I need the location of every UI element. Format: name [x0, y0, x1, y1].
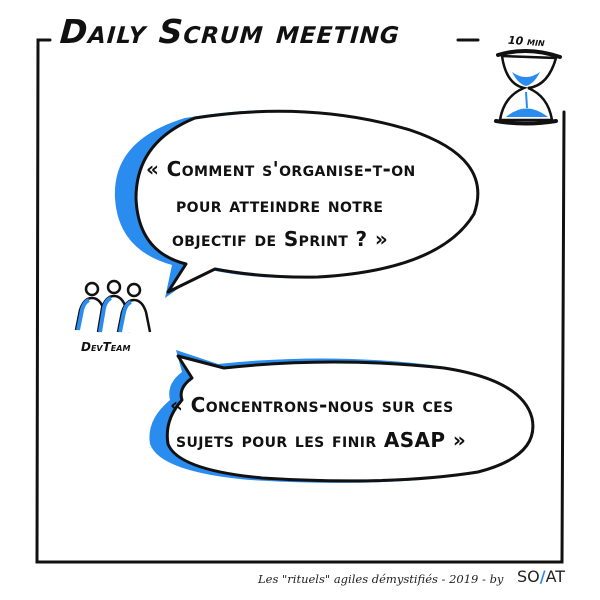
logo-right: AT	[545, 567, 566, 586]
bubble-top-line-1: « Comment s'organise-t-on	[146, 157, 416, 181]
speech-bubble-top	[114, 109, 480, 298]
team-label: DevTeam	[81, 340, 131, 354]
logo-left: SO	[517, 567, 540, 586]
logo-slash: /	[539, 567, 546, 586]
bubble-top-line-2: pour atteindre notre	[176, 193, 384, 217]
soat-logo: SO/AT	[517, 567, 565, 586]
team-icon	[74, 279, 152, 333]
page-title: Daily Scrum meeting	[58, 12, 402, 51]
hourglass-icon	[494, 48, 562, 126]
bubble-bottom-line-2: sujets pour les finir ASAP »	[176, 428, 467, 452]
timer-label: 10 min	[507, 33, 546, 50]
footer-credit: Les "rituels" agiles démystifiés - 2019 …	[258, 572, 504, 586]
speech-bubble-bottom	[149, 350, 535, 483]
panel-frame	[35, 38, 566, 564]
bubble-bottom-line-1: « Concentrons-nous sur ces	[170, 393, 454, 417]
bubble-top-line-3: objectif de Sprint ? »	[172, 227, 389, 251]
